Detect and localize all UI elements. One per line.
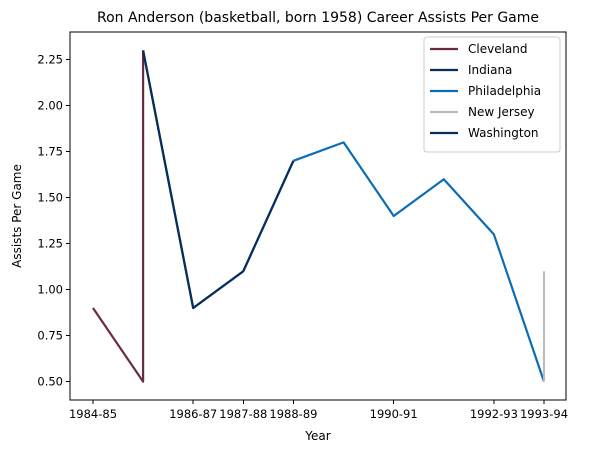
x-tick-label: 1988-89	[269, 407, 317, 421]
y-tick-label: 1.50	[37, 191, 63, 205]
x-axis-label: Year	[304, 429, 330, 443]
y-tick-label: 1.25	[37, 237, 63, 251]
x-tick-label: 1993-94	[520, 407, 568, 421]
x-axis: 1984-85 1986-87 1987-88 1988-89 1990-91 1992-…	[69, 400, 568, 421]
y-tick-label: 1.00	[37, 283, 63, 297]
x-tick-label: 1992-93	[470, 407, 518, 421]
y-tick-label: 2.25	[37, 53, 63, 67]
x-tick-label: 1986-87	[169, 407, 217, 421]
series-layer	[92, 50, 546, 383]
legend-label-indiana: Indiana	[468, 63, 512, 77]
plot-frame	[69, 31, 567, 401]
y-axis-label: Assists Per Game	[10, 164, 24, 268]
y-tick-label: 1.75	[37, 145, 63, 159]
series-line-indiana	[142, 50, 295, 310]
y-tick-label: 0.50	[37, 375, 63, 389]
legend-label-new-jersey: New Jersey	[468, 105, 535, 119]
legend-label-philadelphia: Philadelphia	[468, 84, 541, 98]
series-line-philadelphia	[293, 141, 546, 382]
y-tick-label: 0.75	[37, 329, 63, 343]
series-line-cleveland	[92, 50, 145, 383]
x-tick-label: 1984-85	[69, 407, 117, 421]
chart-title: Ron Anderson (basketball, born 1958) Car…	[97, 10, 539, 26]
legend-frame	[423, 36, 561, 153]
legend: Cleveland Indiana Philadelphia New Jersey Wa…	[423, 36, 561, 153]
x-tick-label: 1990-91	[370, 407, 418, 421]
y-tick-label: 2.00	[37, 99, 63, 113]
y-axis: 0.50 0.75 1.00 1.25 1.50 1.75 2.00 2.25	[37, 53, 70, 389]
x-tick-label: 1987-88	[219, 407, 267, 421]
series-line-washington	[142, 50, 295, 310]
legend-label-washington: Washington	[468, 126, 539, 140]
legend-label-cleveland: Cleveland	[468, 42, 528, 56]
